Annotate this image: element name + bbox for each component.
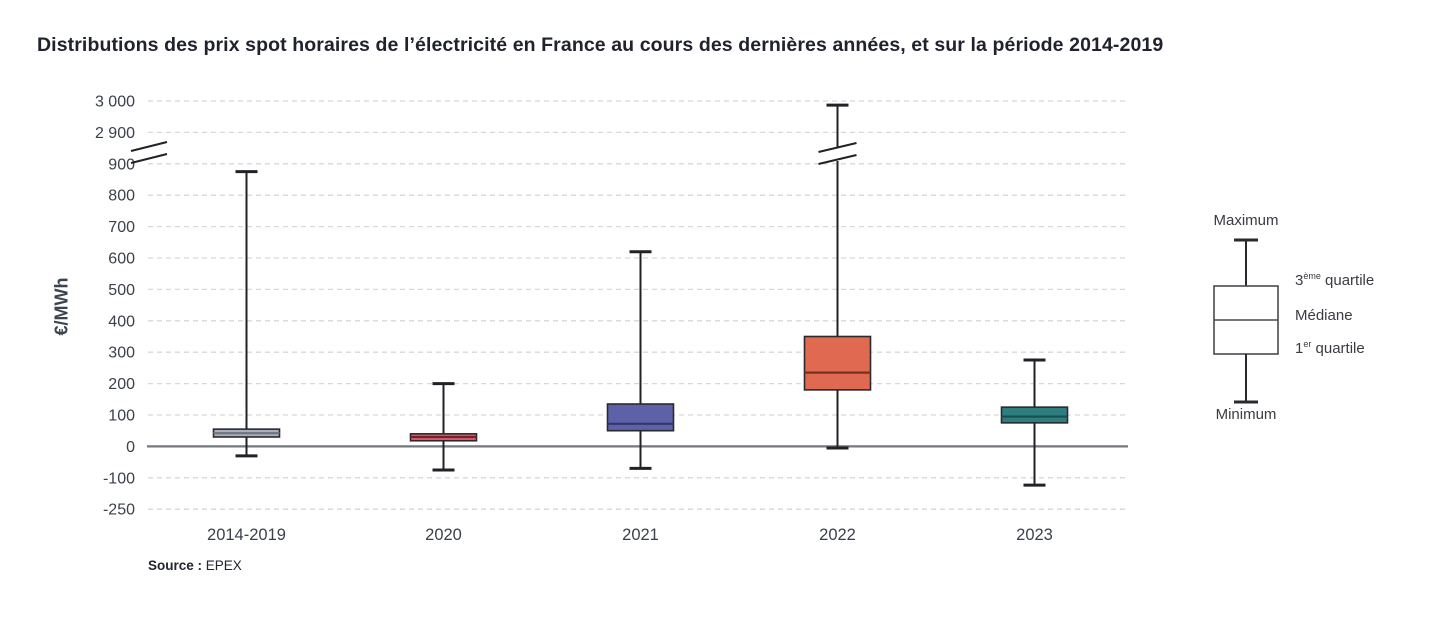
boxplot-2022 <box>803 103 872 450</box>
boxplot-2020 <box>409 382 478 472</box>
whisker-break-icon <box>818 142 857 153</box>
y-tick-label: 500 <box>108 282 135 299</box>
boxplot-2021 <box>606 250 675 470</box>
x-tick-label: 2023 <box>1016 526 1053 544</box>
legend-q1-label: 1er quartile <box>1295 339 1365 358</box>
gridlines <box>147 100 1128 510</box>
y-tick-label: 200 <box>108 376 135 393</box>
legend-minimum-label: Minimum <box>1215 406 1277 423</box>
legend: Maximum 3ème quartile Médiane 1er quarti… <box>1203 206 1403 446</box>
axis-break-icon <box>130 141 168 164</box>
y-tick-label: 900 <box>108 156 135 173</box>
legend-q3-label: 3ème quartile <box>1295 271 1375 290</box>
y-tick-label: 300 <box>108 345 135 362</box>
x-tick-label: 2021 <box>622 526 659 544</box>
legend-maximum-label: Maximum <box>1213 212 1279 229</box>
y-tick-label: 800 <box>108 188 135 205</box>
y-tick-label: 3 000 <box>95 94 135 111</box>
y-tick-label: 700 <box>108 219 135 236</box>
iqr-box <box>606 403 675 432</box>
y-tick-label: -250 <box>103 502 135 519</box>
boxplot-2023 <box>1000 358 1069 487</box>
y-tick-label: 2 900 <box>95 125 135 142</box>
x-tick-label: 2014-2019 <box>207 526 286 544</box>
y-tick-label: 400 <box>108 313 135 330</box>
whisker-break-icon <box>818 154 857 165</box>
legend-boxplot-sample <box>1213 238 1279 404</box>
iqr-box <box>1000 406 1069 424</box>
source-note: Source : EPEX <box>148 558 242 573</box>
y-tick-label: 0 <box>126 439 135 456</box>
source-value: EPEX <box>205 558 242 573</box>
x-tick-label: 2022 <box>819 526 856 544</box>
iqr-box <box>803 335 872 391</box>
boxplot-2014-2019 <box>212 170 281 458</box>
source-label: Source : <box>148 558 203 573</box>
legend-median-label: Médiane <box>1295 307 1353 324</box>
y-tick-label: -100 <box>103 470 135 487</box>
x-tick-label: 2020 <box>425 526 462 544</box>
chart-title: Distributions des prix spot horaires de … <box>37 34 1164 56</box>
y-tick-labels: 3 000 2 900 900 800 700 600 500 400 300 200 100 0 -1… <box>95 94 135 519</box>
y-tick-label: 100 <box>108 408 135 425</box>
y-tick-label: 600 <box>108 251 135 268</box>
